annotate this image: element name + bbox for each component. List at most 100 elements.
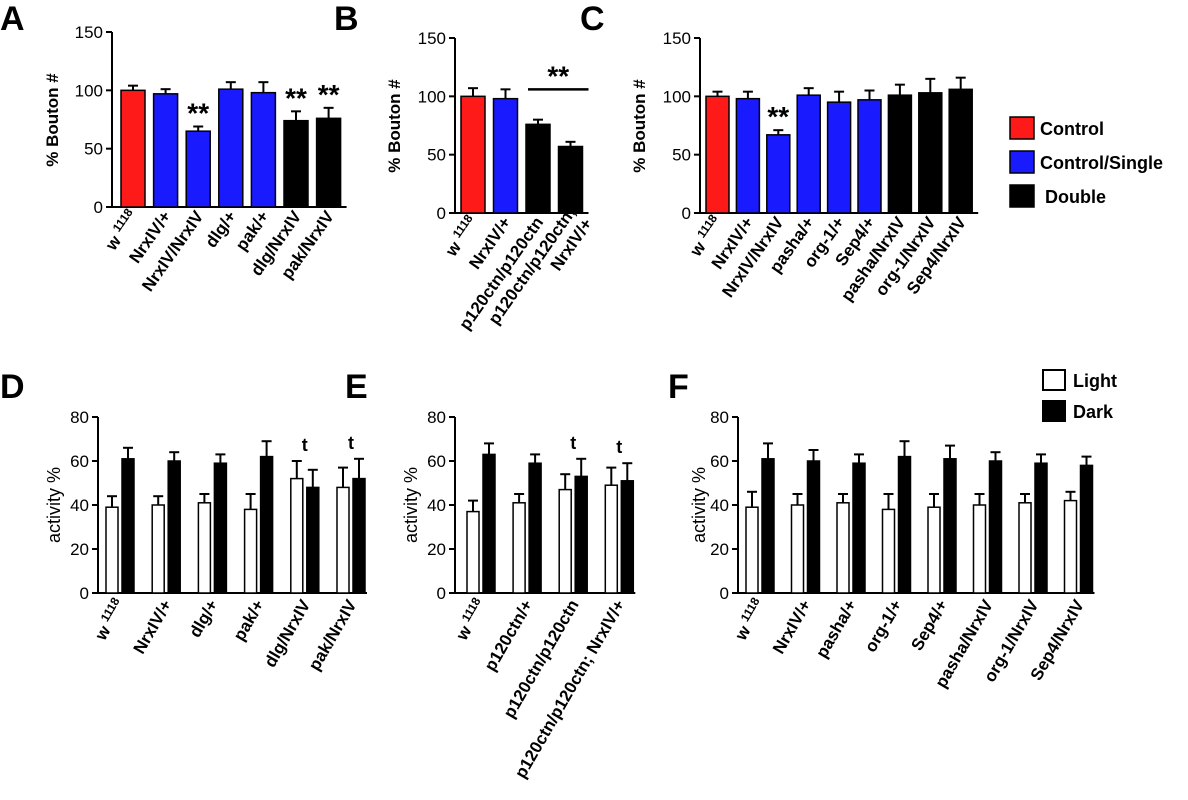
legend-swatch-dark: [1042, 400, 1066, 422]
bar-light: [243, 508, 258, 594]
bar-light: [151, 504, 165, 594]
legend-light-dark: Light Dark: [1042, 369, 1117, 422]
y-tick-label: 80: [710, 408, 729, 427]
x-tick-label: w 1118: [728, 595, 769, 645]
y-tick-label: 0: [80, 584, 89, 603]
y-tick-label: 80: [70, 408, 89, 427]
panel-letter-f: F: [668, 368, 689, 406]
bar-dark: [167, 460, 181, 594]
y-tick-label: 0: [437, 204, 446, 223]
bar-light: [790, 504, 805, 594]
panel-letter-d: D: [0, 368, 25, 406]
bar-pasha: [796, 94, 821, 214]
bar-w1118: [460, 95, 486, 214]
y-tick-label: 150: [75, 23, 103, 42]
bar-light: [836, 502, 850, 594]
y-axis-label: activity %: [44, 467, 64, 543]
y-tick-label: 100: [75, 81, 103, 100]
x-tick-label: pak/+: [230, 596, 268, 644]
bar-dark: [306, 486, 320, 594]
bar-pak: [250, 91, 277, 208]
x-tick-label: pasha/+: [812, 596, 860, 661]
bar-light: [558, 488, 572, 594]
legend-label-double: Double: [1045, 187, 1106, 207]
bar-p120ctn-p120ctn: [525, 123, 551, 214]
bar-org-1-nrxiv: [918, 92, 943, 214]
x-tick-label: NrxIV/+: [769, 596, 815, 657]
bar-light: [972, 504, 987, 594]
bar-org-1: [826, 101, 852, 214]
bar-dark: [988, 460, 1003, 594]
y-axis-label: % Bouton #: [385, 79, 404, 173]
bar-p120ctn-p120ctn-nrxiv: [557, 145, 584, 214]
bar-w1118: [120, 89, 146, 208]
y-tick-label: 50: [84, 140, 103, 159]
y-tick-label: 100: [418, 87, 446, 106]
legend-label-control-single: Control/Single: [1040, 153, 1163, 173]
bar-sep4-nrxiv: [948, 88, 973, 214]
bar-dark: [852, 462, 866, 594]
y-tick-label: 150: [663, 29, 691, 48]
x-tick-label: org-1/+: [861, 596, 906, 655]
bar-pasha-nrxiv: [887, 94, 913, 214]
y-tick-label: 60: [70, 452, 89, 471]
bar-nrxiv: [492, 97, 519, 214]
y-axis-label: activity %: [401, 467, 421, 543]
bar-sep4: [857, 99, 882, 214]
legend-swatch-double: [1009, 184, 1035, 208]
y-tick-label: 0: [94, 198, 103, 217]
legend-genotype-class: Control Control/Single Double: [1009, 116, 1163, 208]
significance-label: **: [767, 101, 789, 132]
significance-label: **: [285, 82, 307, 113]
bar-light: [745, 506, 759, 594]
bar-w1118: [705, 95, 730, 214]
panel-letter-b: B: [334, 0, 359, 38]
significance-label: **: [547, 60, 569, 91]
legend-swatch-light: [1042, 369, 1066, 391]
bar-dark: [574, 475, 588, 594]
bar-dlg: [218, 88, 244, 208]
bar-dark: [806, 460, 821, 594]
bar-light: [1063, 499, 1078, 594]
bar-dark: [528, 462, 542, 594]
bar-dark: [121, 458, 135, 594]
bar-dark: [943, 458, 957, 594]
y-axis-label: activity %: [689, 467, 709, 543]
bar-light: [881, 508, 896, 594]
panel-letter-e: E: [345, 368, 368, 406]
bar-dark: [620, 480, 635, 594]
bar-light: [466, 510, 480, 594]
y-tick-label: 60: [427, 452, 446, 471]
y-tick-label: 40: [710, 496, 729, 515]
bar-dark: [1034, 462, 1048, 594]
legend-label-dark: Dark: [1073, 402, 1114, 422]
x-tick-label: w 1118: [88, 595, 129, 645]
x-tick-label: dlg/+: [185, 596, 222, 640]
significance-label: t: [302, 435, 308, 455]
y-tick-label: 0: [720, 584, 729, 603]
bar-dark: [897, 455, 912, 594]
legend-swatch-control-single: [1009, 150, 1035, 174]
y-tick-label: 80: [427, 408, 446, 427]
bar-dark: [1079, 464, 1094, 594]
bar-light: [290, 477, 304, 594]
x-tick-label: dlg/NrxIV: [260, 596, 314, 671]
y-tick-label: 0: [437, 584, 446, 603]
significance-label: **: [187, 98, 209, 129]
x-tick-label: w 1118: [449, 595, 490, 645]
significance-label: t: [570, 433, 576, 453]
bar-dark: [482, 453, 496, 594]
y-tick-label: 40: [70, 496, 89, 515]
bar-dark: [213, 462, 228, 594]
legend-swatch-control: [1009, 116, 1035, 140]
x-tick-label: NrxIV/+: [130, 596, 176, 657]
y-tick-label: 20: [710, 540, 729, 559]
y-tick-label: 50: [672, 146, 691, 165]
y-axis-label: % Bouton #: [43, 73, 62, 167]
